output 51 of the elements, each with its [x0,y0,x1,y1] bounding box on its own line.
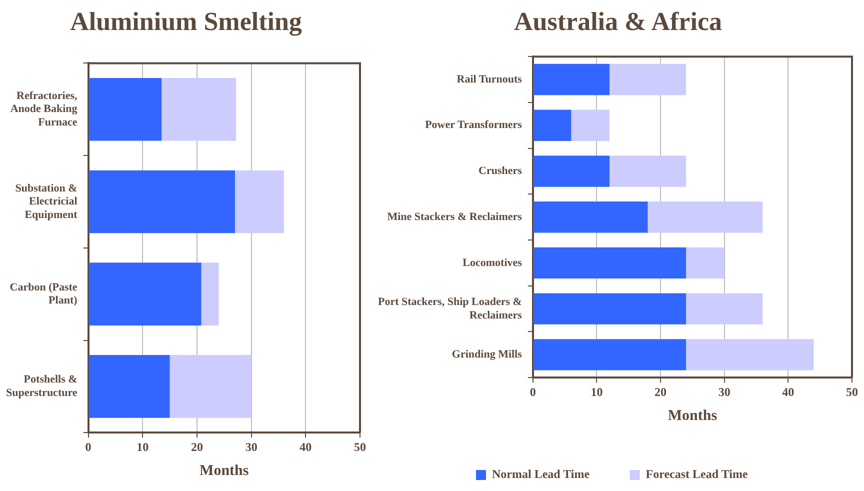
x-tick-label: 20 [654,384,667,399]
bar [609,156,686,187]
bar [170,355,252,418]
y-tick-label: Locomotives [462,256,523,269]
bar [88,355,170,418]
bar [533,156,610,187]
bar [88,170,236,234]
x-tick-label: 40 [300,440,312,454]
x-tick-label: 0 [85,440,92,454]
bar [686,247,724,279]
y-tick-label: Refractories, Anode Baking Furnace [10,90,78,128]
y-tick-label: Port Stackers, Ship Loaders & Reclaimers [378,296,523,322]
bar [88,262,202,326]
chart-title: Australia & Africa [513,6,723,38]
legend-label: Normal Lead Time [492,467,590,482]
y-tick-label: Crushers [478,165,523,178]
bar [686,339,814,370]
x-tick-label: 30 [245,440,258,454]
x-axis-title: Months [668,408,718,424]
chart-title: Aluminium Smelting [69,6,303,38]
bar [648,202,763,233]
y-tick-label: Power Transformers [425,119,523,132]
y-tick-label: Carbon (Paste Plant) [10,281,78,307]
bar [201,262,219,326]
bar [533,64,610,96]
legend-label: Forecast Lead Time [646,467,748,482]
bar [162,78,236,141]
bar [686,293,763,324]
bar [571,110,610,141]
x-tick-label: 50 [846,384,858,399]
y-tick-label: Mine Stackers & Reclaimers [387,210,523,223]
bar [609,64,686,96]
bar [533,293,686,324]
bar [235,170,284,234]
x-tick-label: 10 [136,440,149,454]
y-tick-label: Potshells & Superstructure [6,374,78,399]
bar [533,247,686,279]
y-tick-label: Rail Turnouts [456,73,523,86]
x-tick-label: 50 [354,440,366,454]
y-tick-label: Substation & Electricial Equipment [15,182,78,221]
x-tick-label: 30 [718,384,730,399]
x-axis-title: Months [200,462,249,479]
y-tick-label: Grinding Mills [452,348,523,361]
bar [533,202,648,233]
x-tick-label: 20 [190,440,203,454]
bar [533,110,572,141]
x-tick-label: 40 [782,384,794,399]
bar [88,78,162,141]
x-tick-label: 0 [530,384,536,399]
x-tick-label: 10 [590,384,603,399]
bar [533,339,686,370]
